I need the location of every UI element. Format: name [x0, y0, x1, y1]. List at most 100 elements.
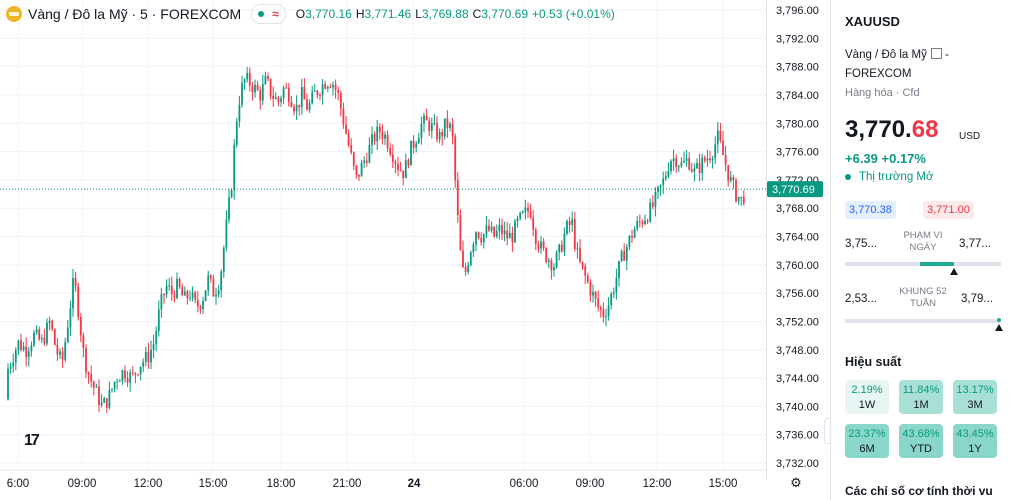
- candle-body: [111, 388, 113, 390]
- price-tick-label: 3,796.00: [776, 5, 819, 17]
- candle-body: [532, 217, 535, 230]
- candle-body: [295, 104, 298, 112]
- candle-body: [706, 158, 709, 161]
- candle-body: [475, 232, 477, 245]
- candle-body: [100, 402, 103, 406]
- candle-body: [560, 244, 563, 252]
- tradingview-logo-icon[interactable]: 17: [24, 432, 40, 449]
- candles: [7, 66, 745, 414]
- performance-tile-1m[interactable]: 11.84% 1M: [899, 380, 943, 414]
- symbol-title[interactable]: Vàng / Đô la Mỹ · 5 · FOREXCOM: [28, 6, 242, 22]
- candle-body: [722, 140, 724, 155]
- candle-body: [108, 389, 111, 408]
- candle-body: [14, 350, 17, 363]
- candle-body: [527, 207, 529, 212]
- performance-title: Hiệu suất: [845, 355, 902, 369]
- candle-body: [620, 251, 623, 262]
- candle-body: [519, 212, 522, 219]
- year-range-track: [845, 319, 1001, 323]
- time-tick-label: 09:00: [68, 478, 97, 490]
- time-axis: 6:00 09:00 12:00 15:00 18:00 21:00 24 06:00 09:0…: [7, 478, 738, 490]
- candle-body: [342, 108, 345, 125]
- candle-body: [542, 241, 545, 249]
- candle-body: [61, 351, 64, 360]
- candle-body: [407, 160, 410, 166]
- candle-body: [503, 230, 506, 235]
- candle-body: [625, 246, 628, 261]
- candle-body: [53, 329, 56, 345]
- candle-body: [337, 89, 340, 93]
- external-link-icon[interactable]: [930, 48, 942, 59]
- candle-body: [189, 297, 191, 299]
- wave-icon: ≈: [272, 7, 279, 21]
- current-price-tag: [767, 181, 823, 198]
- candle-body: [287, 87, 290, 103]
- candle-body: [329, 86, 332, 88]
- candle-body: [30, 345, 33, 352]
- chart-grid: [0, 0, 766, 471]
- candle-body: [511, 233, 514, 243]
- year-range-label: KHUNG 52 TUẦN: [899, 286, 947, 309]
- candle-body: [737, 196, 740, 202]
- performance-period: 1M: [913, 399, 929, 411]
- price-chart[interactable]: 3,796.00 3,792.00 3,788.00 3,784.00 3,780.00…: [0, 0, 830, 500]
- candle-body: [420, 123, 423, 138]
- price-tick-label: 3,756.00: [776, 288, 819, 300]
- candle-body: [334, 84, 337, 90]
- candle-body: [69, 308, 72, 328]
- candle-body: [571, 219, 574, 226]
- candle-body: [199, 306, 202, 310]
- candle-body: [300, 87, 303, 108]
- candle-body: [727, 164, 730, 181]
- candle-body: [472, 244, 475, 253]
- candle-body: [220, 271, 223, 291]
- candle-body: [352, 152, 355, 166]
- symbol-ticker[interactable]: XAUUSD: [845, 14, 900, 29]
- candle-body: [17, 340, 20, 351]
- gold-symbol-icon[interactable]: [6, 6, 22, 22]
- price-axis: 3,796.00 3,792.00 3,788.00 3,784.00 3,780.00…: [776, 5, 819, 470]
- performance-tile-3m[interactable]: 13.17% 3M: [953, 380, 997, 414]
- candle-body: [662, 178, 665, 185]
- performance-period: 1W: [858, 399, 876, 411]
- candle-body: [685, 158, 688, 161]
- candle-body: [597, 298, 600, 308]
- candle-body: [116, 381, 119, 383]
- candle-body: [428, 120, 431, 131]
- candle-body: [355, 165, 358, 175]
- candle-body: [38, 329, 41, 340]
- candle-body: [72, 278, 74, 309]
- candle-body: [345, 124, 347, 134]
- candle-body: [709, 158, 711, 161]
- candle-body: [495, 230, 498, 237]
- performance-tile-1w[interactable]: 2.19% 1W: [845, 380, 889, 414]
- candle-body: [670, 161, 672, 172]
- performance-tile-1y[interactable]: 43.45% 1Y: [953, 424, 997, 458]
- seasonals-title[interactable]: Các chỉ số cơ tính thời vu: [845, 484, 993, 498]
- chart-area[interactable]: 3,796.00 3,792.00 3,788.00 3,784.00 3,780.00…: [0, 0, 838, 500]
- candle-body: [506, 230, 509, 239]
- chart-settings-gear-icon[interactable]: ⚙: [790, 475, 802, 490]
- candle-body: [27, 351, 30, 358]
- market-status-pill[interactable]: ≈: [251, 4, 286, 24]
- candle-body: [152, 344, 155, 350]
- candle-body: [529, 211, 532, 218]
- performance-tile-6m[interactable]: 23.37% 6M: [845, 424, 889, 458]
- candle-body: [724, 154, 727, 165]
- ohlc-open: O3,770.16: [295, 7, 352, 21]
- performance-tile-ytd[interactable]: 43.68% YTD: [899, 424, 943, 458]
- candle-body: [243, 79, 246, 83]
- price-tick-label: 3,752.00: [776, 316, 819, 328]
- time-tick-label: 09:00: [576, 478, 605, 490]
- performance-value: 2.19%: [851, 384, 883, 396]
- candle-body: [274, 97, 277, 99]
- price-currency: USD: [959, 131, 981, 142]
- candle-body: [12, 362, 15, 367]
- candle-body: [9, 366, 12, 369]
- candle-body: [508, 233, 511, 239]
- candle-body: [33, 332, 35, 346]
- candle-body: [173, 293, 176, 298]
- candle-body: [402, 170, 405, 179]
- candle-body: [90, 374, 93, 382]
- candle-body: [688, 158, 691, 170]
